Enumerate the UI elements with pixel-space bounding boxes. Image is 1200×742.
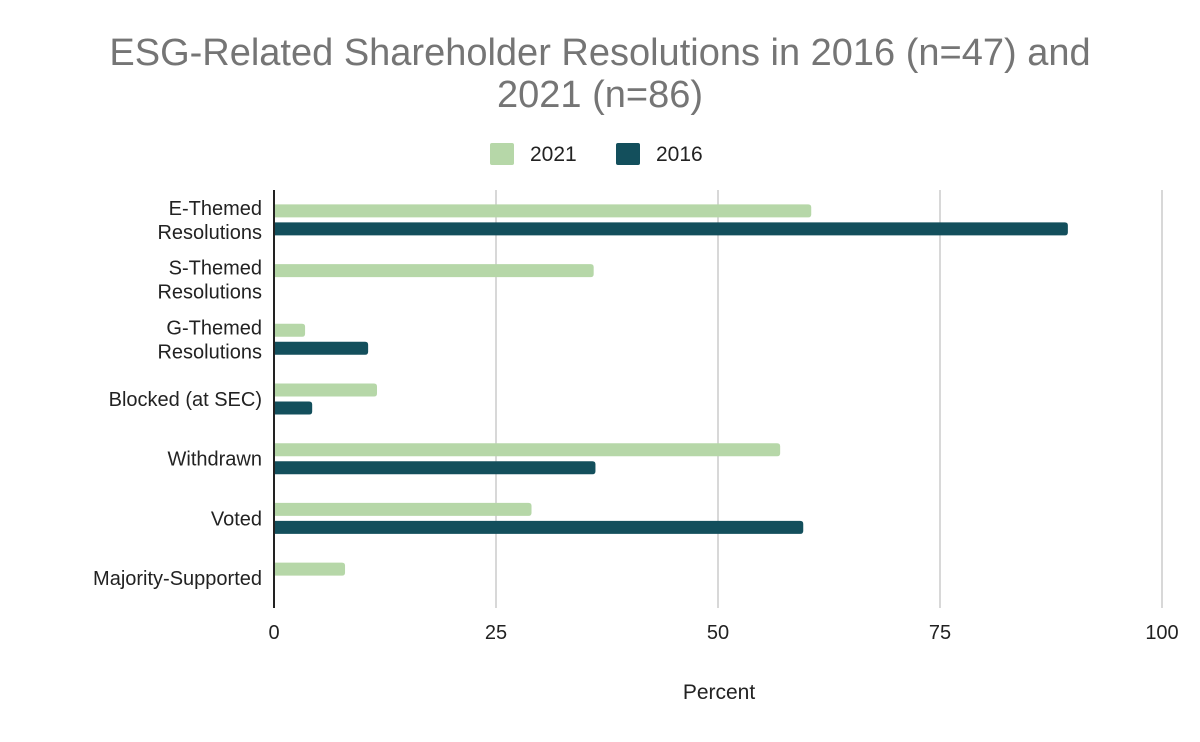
category-label-line: E-Themed — [169, 198, 262, 220]
bars — [274, 204, 1068, 576]
x-tick-label: 25 — [485, 622, 507, 644]
bar-2021-0 — [274, 204, 812, 218]
bar-2021-1 — [274, 264, 594, 278]
category-label: Majority-Supported — [93, 568, 262, 590]
category-label-line: Blocked (at SEC) — [109, 389, 262, 411]
category-label-line: Resolutions — [157, 341, 262, 363]
category-label-line: S-Themed — [169, 258, 262, 280]
chart-title-line-1: ESG-Related Shareholder Resolutions in 2… — [109, 32, 1091, 74]
category-label-line: Resolutions — [157, 222, 262, 244]
chart-title-line-2: 2021 (n=86) — [497, 74, 703, 116]
bar-2016-3 — [274, 401, 313, 415]
x-tick-labels: 0 25 50 75 100 — [268, 622, 1178, 644]
bar-2016-2 — [274, 341, 369, 355]
category-label-line: Withdrawn — [168, 449, 262, 471]
bar-2021-5 — [274, 502, 532, 516]
legend: 2021 2016 — [490, 143, 703, 166]
legend-swatch-2021 — [490, 143, 514, 165]
category-label: Withdrawn — [168, 449, 262, 471]
bar-2021-3 — [274, 383, 378, 397]
bar-2016-0 — [274, 222, 1068, 236]
category-label-line: G-Themed — [166, 317, 262, 339]
x-tick-label: 100 — [1145, 622, 1178, 644]
bar-2016-4 — [274, 461, 596, 475]
category-label-line: Voted — [211, 508, 262, 530]
x-tick-label: 0 — [268, 622, 279, 644]
category-label-line: Resolutions — [157, 282, 262, 304]
category-label: E-Themed Resolutions — [157, 198, 262, 244]
bar-2021-2 — [274, 323, 306, 337]
category-label: Voted — [211, 508, 262, 530]
x-axis-title: Percent — [683, 681, 756, 704]
category-label: G-Themed Resolutions — [157, 317, 262, 363]
legend-label-2021: 2021 — [530, 143, 577, 166]
x-tick-label: 50 — [707, 622, 729, 644]
legend-label-2016: 2016 — [656, 143, 703, 166]
category-label: Blocked (at SEC) — [109, 389, 262, 411]
x-tick-label: 75 — [929, 622, 951, 644]
bar-2021-6 — [274, 562, 346, 576]
category-label-line: Majority-Supported — [93, 568, 262, 590]
chart-title: ESG-Related Shareholder Resolutions in 2… — [0, 32, 1200, 116]
gridlines — [495, 190, 1163, 608]
bar-2021-4 — [274, 443, 781, 457]
category-label: S-Themed Resolutions — [157, 258, 262, 304]
legend-swatch-2016 — [616, 143, 640, 165]
bar-2016-5 — [274, 520, 804, 534]
